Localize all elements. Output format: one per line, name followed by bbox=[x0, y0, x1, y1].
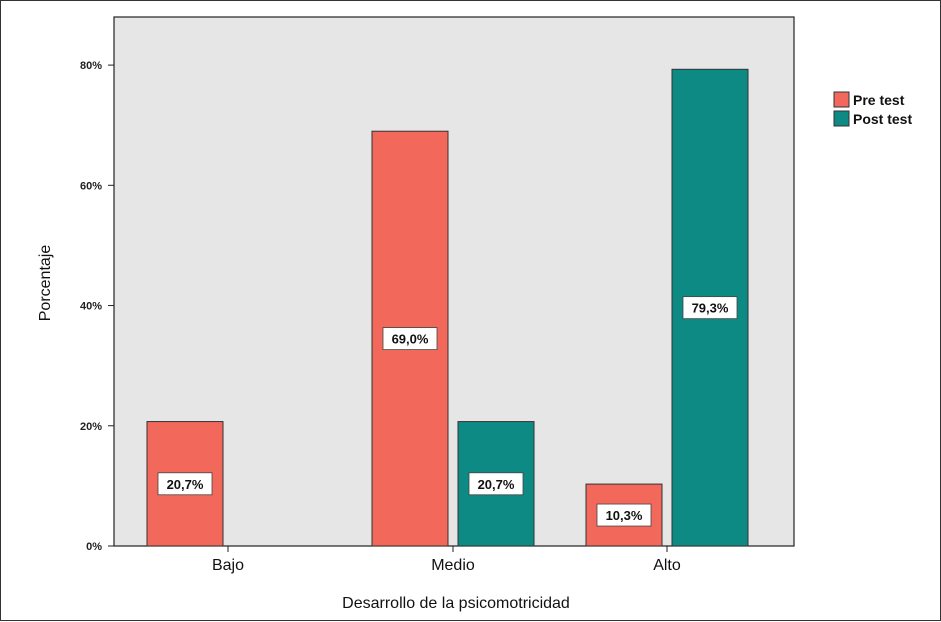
legend-swatch-post-test bbox=[833, 110, 850, 127]
bars: 20,7% 69,0% 20,7% 10,3% 79,3% bbox=[146, 68, 749, 547]
y-tick-label: 0% bbox=[86, 541, 102, 553]
data-label: 79,3% bbox=[692, 301, 729, 316]
x-axis-ticks: Bajo Medio Alto bbox=[212, 546, 681, 574]
data-label-box bbox=[682, 296, 738, 320]
y-tick-label: 40% bbox=[80, 301, 102, 313]
legend-label-post-test: Post test bbox=[853, 111, 912, 127]
y-tick-label: 60% bbox=[80, 180, 102, 192]
legend-swatch-pre-test bbox=[833, 91, 850, 108]
data-label: 69,0% bbox=[392, 332, 429, 347]
x-tick-label: Medio bbox=[431, 557, 475, 574]
data-label: 10,3% bbox=[606, 508, 643, 523]
data-label-box bbox=[382, 327, 438, 351]
data-label-box bbox=[157, 472, 213, 496]
data-label-box bbox=[596, 503, 652, 527]
data-label: 20,7% bbox=[478, 477, 515, 492]
legend: Pre test Post test bbox=[833, 91, 912, 127]
y-tick-label: 80% bbox=[80, 60, 102, 72]
x-tick-label: Bajo bbox=[212, 557, 244, 574]
data-label-box bbox=[468, 472, 524, 496]
x-axis-title: Desarrollo de la psicomotricidad bbox=[342, 595, 570, 612]
y-axis-ticks: 0% 20% 40% 60% 80% bbox=[80, 60, 114, 553]
legend-label-pre-test: Pre test bbox=[853, 92, 905, 108]
x-tick-label: Alto bbox=[653, 557, 681, 574]
y-axis-title: Porcentaje bbox=[37, 245, 54, 322]
y-tick-label: 20% bbox=[80, 421, 102, 433]
data-label: 20,7% bbox=[167, 477, 204, 492]
